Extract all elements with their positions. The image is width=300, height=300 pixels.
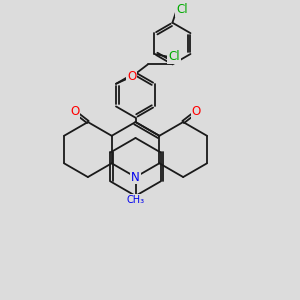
Text: CH₃: CH₃ (127, 195, 145, 205)
Text: N: N (131, 171, 140, 184)
Text: O: O (127, 70, 136, 83)
Text: Cl: Cl (176, 3, 188, 16)
Text: O: O (192, 105, 201, 119)
Text: O: O (70, 105, 80, 119)
Text: Cl: Cl (168, 50, 180, 63)
